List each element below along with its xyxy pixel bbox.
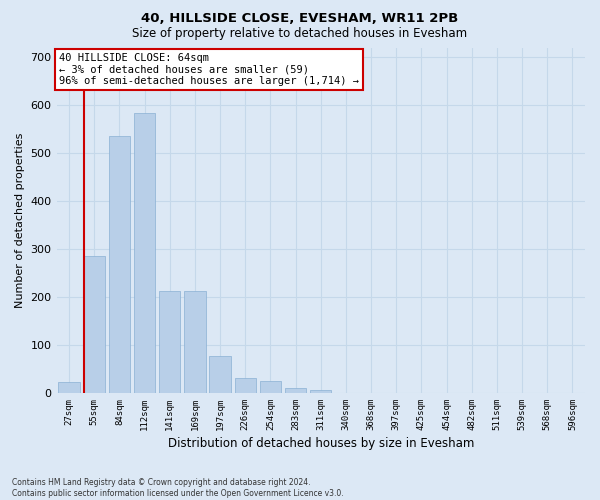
Bar (260, 381, 281, 393)
Bar (285, 388, 307, 393)
Text: Size of property relative to detached houses in Evesham: Size of property relative to detached ho… (133, 28, 467, 40)
X-axis label: Distribution of detached houses by size in Evesham: Distribution of detached houses by size … (167, 437, 474, 450)
Bar (109, 136, 130, 393)
Bar (83, 256, 105, 393)
Y-axis label: Number of detached properties: Number of detached properties (15, 132, 25, 308)
Bar (310, 390, 331, 393)
Bar (184, 291, 206, 393)
Text: 40, HILLSIDE CLOSE, EVESHAM, WR11 2PB: 40, HILLSIDE CLOSE, EVESHAM, WR11 2PB (142, 12, 458, 26)
Bar (134, 113, 155, 393)
Bar (58, 382, 80, 393)
Text: Contains HM Land Registry data © Crown copyright and database right 2024.
Contai: Contains HM Land Registry data © Crown c… (12, 478, 344, 498)
Bar (159, 291, 181, 393)
Text: 40 HILLSIDE CLOSE: 64sqm
← 3% of detached houses are smaller (59)
96% of semi-de: 40 HILLSIDE CLOSE: 64sqm ← 3% of detache… (59, 52, 359, 86)
Bar (209, 356, 231, 393)
Bar (235, 378, 256, 393)
